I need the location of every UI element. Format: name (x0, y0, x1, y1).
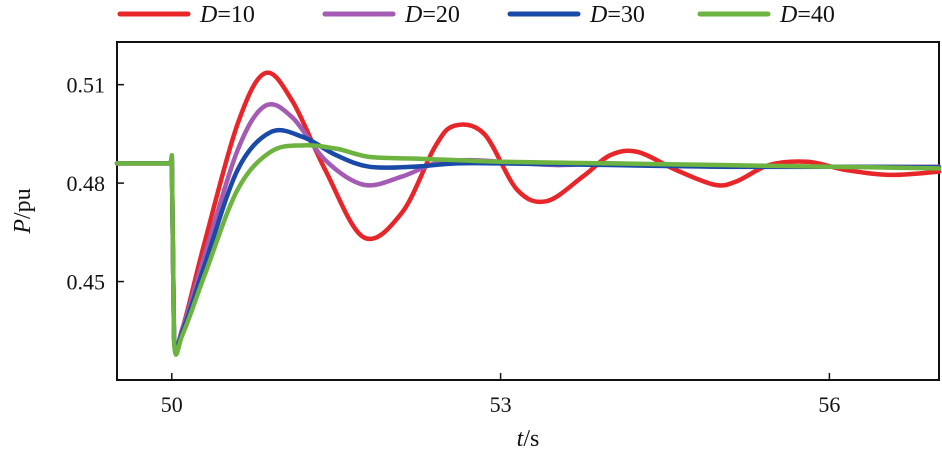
legend-label: D=10 (199, 2, 255, 28)
ticks-layer: 50 53 56 0.45 0.48 0.51 (67, 73, 841, 417)
legend-label-var: D (199, 2, 217, 28)
legend: D=10 D=20 D=30 D=40 (117, 2, 835, 28)
legend-label-value: =10 (217, 2, 255, 28)
legend-label-value: =40 (797, 2, 835, 28)
series-layer (114, 70, 942, 357)
legend-label: D=40 (779, 2, 835, 28)
x-axis-label-unit: /s (523, 426, 539, 452)
x-axis-label: t/s (517, 426, 540, 452)
legend-label-var: D (779, 2, 797, 28)
x-tick-label: 56 (818, 392, 840, 417)
legend-label: D=30 (589, 2, 645, 28)
y-tick-label: 0.48 (67, 171, 106, 196)
series-line-d-10 (114, 70, 942, 354)
plot-frame (116, 41, 940, 381)
x-tick-label: 50 (161, 392, 183, 417)
y-axis-label-var: P (10, 219, 36, 235)
legend-label-var: D (404, 2, 422, 28)
y-tick-label: 0.45 (67, 270, 106, 295)
x-axis-label-var: t (517, 426, 525, 452)
x-tick-label: 53 (490, 392, 512, 417)
series-line-d-20 (114, 101, 942, 353)
legend-label-var: D (589, 2, 607, 28)
y-axis-label: P/pu (10, 188, 36, 234)
y-axis-label-unit: /pu (10, 188, 36, 219)
series-line-d-40 (114, 143, 942, 357)
y-tick-label: 0.51 (67, 73, 106, 98)
legend-label: D=20 (404, 2, 460, 28)
legend-label-value: =20 (422, 2, 460, 28)
legend-label-value: =30 (607, 2, 645, 28)
